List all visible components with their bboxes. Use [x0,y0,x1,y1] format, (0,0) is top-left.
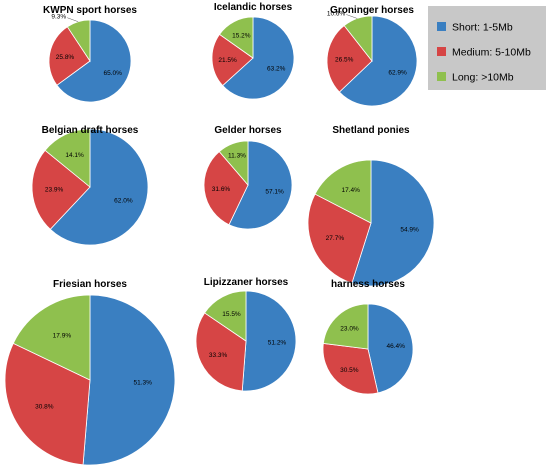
pie-lipizzaner-horses: 51.2% 33.3% 15.5% Lipizzaner horses [195,277,297,392]
pie-slice-icelandic-horses-medium [211,33,254,87]
pie-slice-belgian-draft-horses-long [44,128,91,188]
slice-label-shetland-ponies-short: 54.9% [400,226,419,233]
slice-label-kwpn-sport-horses-medium: 25.8% [56,54,75,61]
pie-belgian-draft-horses: 62.0% 23.9% 14.1% Belgian draft horses [31,125,149,246]
pie-title-friesian-horses: Friesian horses [53,279,127,290]
slice-label-lipizzaner-horses-long: 15.5% [222,311,241,318]
pie-groninger-horses: 62.9% 26.5% 10.6%Groninger horses [326,5,418,107]
pie-slice-friesian-horses-medium [4,342,91,466]
pie-title-shetland-ponies: Shetland ponies [332,125,410,136]
pie-slice-icelandic-horses-long [218,16,254,59]
slice-label-gelder-horses-long: 11.3% [228,153,246,160]
pie-title-harness-horses: harness horses [331,279,405,290]
slice-label-gelder-horses-medium: 31.6% [212,186,231,193]
leader-line-groninger-horses [346,14,358,19]
legend-swatch-long [437,72,446,81]
slice-label-belgian-draft-horses-short: 62.0% [114,198,133,205]
slice-label-lipizzaner-horses-medium: 33.3% [209,352,228,359]
slice-label-icelandic-horses-long: 15.2% [232,33,251,40]
slice-label-friesian-horses-short: 51.3% [133,380,152,387]
legend-background [428,6,546,90]
pie-slice-groninger-horses-short [338,15,418,107]
pie-slice-lipizzaner-horses-long [204,290,247,342]
pie-slice-shetland-ponies-medium [307,193,372,284]
pie-slice-shetland-ponies-short [351,159,435,287]
pie-slice-shetland-ponies-long [314,159,372,224]
legend-label-long: Long: >10Mb [452,72,514,84]
slice-label-kwpn-sport-horses-long: 9.3% [51,14,66,21]
pie-slice-icelandic-horses-short [222,16,295,100]
legend-swatch-short [437,22,446,31]
legend-label-short: Short: 1-5Mb [452,22,513,34]
legend-label-medium: Medium: 5-10Mb [452,47,531,59]
pie-title-gelder-horses: Gelder horses [214,125,282,136]
pie-slice-gelder-horses-short [228,140,293,230]
pie-shetland-ponies: 54.9% 27.7% 17.4% Shetland ponies [307,125,435,287]
pie-title-kwpn-sport-horses: KWPN sport horses [43,5,137,16]
pie-slice-harness-horses-medium [322,342,379,395]
slice-label-lipizzaner-horses-short: 51.2% [268,340,287,347]
pie-slice-gelder-horses-long [218,140,249,187]
slice-label-shetland-ponies-medium: 27.7% [326,235,345,242]
slice-label-belgian-draft-horses-long: 14.1% [65,152,84,159]
pie-slice-lipizzaner-horses-short [241,290,297,392]
pie-slice-belgian-draft-horses-short [49,128,149,246]
slice-label-friesian-horses-long: 17.9% [53,333,72,340]
pie-title-icelandic-horses: Icelandic horses [214,2,293,13]
legend: Short: 1-5Mb Medium: 5-10Mb Long: >10Mb [428,6,546,90]
slice-label-shetland-ponies-long: 17.4% [341,187,360,194]
pie-slice-kwpn-sport-horses-short [56,19,132,103]
slice-label-groninger-horses-medium: 26.5% [335,56,354,63]
pie-title-lipizzaner-horses: Lipizzaner horses [204,277,289,288]
pie-harness-horses: 46.4% 30.5% 23.0% harness horses [322,279,414,395]
slice-label-kwpn-sport-horses-short: 65.0% [103,70,122,77]
pie-slice-harness-horses-short [367,303,414,394]
pie-kwpn-sport-horses: 65.0% 25.8% 9.3%KWPN sport horses [43,5,137,103]
pie-title-belgian-draft-horses: Belgian draft horses [42,125,139,136]
slice-label-groninger-horses-short: 62.9% [388,69,407,76]
slice-label-friesian-horses-medium: 30.8% [35,404,54,411]
pie-slice-friesian-horses-short [82,294,176,466]
slice-label-gelder-horses-short: 57.1% [265,188,284,195]
slice-label-icelandic-horses-short: 63.2% [267,66,286,73]
pie-charts-group: 65.0% 25.8% 9.3%KWPN sport horses 63.2% 21.5… [4,2,435,466]
pie-slice-gelder-horses-medium [203,151,249,226]
pie-icelandic-horses: 63.2% 21.5% 15.2% Icelandic horses [211,2,295,100]
pie-slice-kwpn-sport-horses-medium [48,26,91,86]
slice-label-harness-horses-long: 23.0% [340,325,359,332]
pie-friesian-horses: 51.3% 30.8% 17.9% Friesian horses [4,279,176,466]
slice-label-groninger-horses-long: 10.6% [327,11,346,18]
pie-gelder-horses: 57.1% 31.6% 11.3% Gelder horses [203,125,293,230]
pie-slice-groninger-horses-medium [326,25,373,93]
slice-label-belgian-draft-horses-medium: 23.9% [45,187,64,194]
pie-title-groninger-horses: Groninger horses [330,5,414,16]
slice-label-harness-horses-short: 46.4% [386,343,405,350]
legend-swatch-medium [437,47,446,56]
pie-slice-lipizzaner-horses-medium [195,312,247,392]
pie-slice-harness-horses-long [322,303,369,350]
pie-slice-belgian-draft-horses-medium [31,149,91,230]
leader-line-kwpn-sport-horses [67,17,79,22]
pie-slice-friesian-horses-long [12,294,91,381]
slice-label-harness-horses-medium: 30.5% [340,367,359,374]
slice-label-icelandic-horses-medium: 21.5% [218,57,237,64]
pie-slice-kwpn-sport-horses-long [66,19,91,63]
